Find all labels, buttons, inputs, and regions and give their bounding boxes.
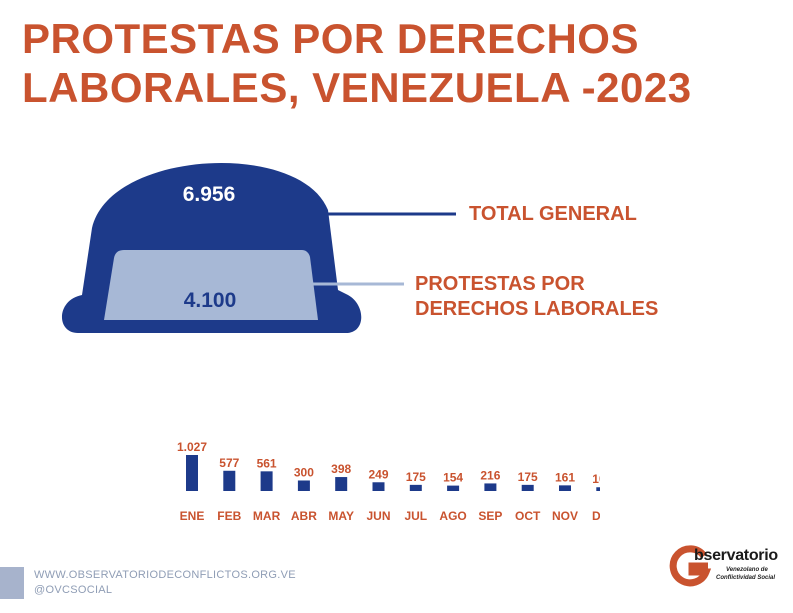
title-line-2: LABORALES, VENEZUELA -2023 [22,64,692,111]
bar-dic [596,487,600,491]
month-label-abr: ABR [291,509,317,523]
value-label-may: 398 [331,462,351,476]
observatorio-logo: bservatorio Venezolano de Conflictividad… [668,544,778,596]
value-label-nov: 161 [555,470,575,484]
value-label-sep: 216 [480,468,500,482]
value-label-oct: 175 [518,470,538,484]
bar-sep [484,483,497,491]
bar-jun [372,482,385,491]
month-label-nov: NOV [552,509,578,523]
page-title: PROTESTAS POR DERECHOS LABORALES, VENEZU… [22,14,782,112]
footer-social[interactable]: @OVCSOCIAL [34,584,113,596]
logo-subtitle-2: Conflictividad Social [716,575,776,581]
month-label-feb: FEB [217,509,241,523]
value-label-ene: 1.027 [177,440,207,454]
labor-label-line-1: PROTESTAS POR [415,273,585,295]
value-label-abr: 300 [294,465,314,479]
month-label-may: MAY [328,509,354,523]
labor-value: 4.100 [184,289,237,312]
bar-ene [186,455,198,491]
month-label-jul: JUL [404,509,427,523]
bar-oct [521,484,534,491]
total-value: 6.956 [183,183,236,206]
helmet-inner-labor [104,250,318,320]
helmet-graphic: 6.956 4.100 [61,163,456,333]
monthly-bar-chart: 1.027 ENE 577 FEB 561 MAR 300 ABR 398 MAY 249 JUN 17… [177,440,600,523]
month-label-dic: DIC [592,509,600,523]
value-label-jul: 175 [406,470,426,484]
bar-abr [297,480,310,491]
value-label-mar: 561 [257,456,277,470]
logo-wordmark: bservatorio [694,547,778,564]
bar-may [335,477,348,491]
month-label-ene: ENE [180,509,205,523]
bar-ago [447,485,460,491]
bar-nov [559,485,571,491]
month-label-oct: OCT [515,509,541,523]
title-line-1: PROTESTAS POR DERECHOS [22,15,639,62]
labor-label-line-2: DERECHOS LABORALES [415,298,659,320]
value-label-ago: 154 [443,471,463,485]
labor-label: PROTESTAS POR DERECHOS LABORALES [415,272,658,322]
value-label-jun: 249 [368,467,388,481]
month-label-ago: AGO [439,509,466,523]
footer-website[interactable]: WWW.OBSERVATORIODECONFLICTOS.ORG.VE [34,569,296,581]
month-label-jun: JUN [366,509,390,523]
bar-feb [223,470,236,491]
value-label-feb: 577 [219,456,239,470]
bar-mar [260,471,273,491]
footer-accent-bar [0,567,24,599]
month-label-sep: SEP [478,509,502,523]
total-label: TOTAL GENERAL [469,203,637,225]
logo-subtitle-1: Venezolano de [726,567,768,573]
logo-g-icon [669,545,712,587]
bar-jul [409,484,422,491]
month-label-mar: MAR [253,509,281,523]
value-label-dic: 107 [592,472,600,486]
